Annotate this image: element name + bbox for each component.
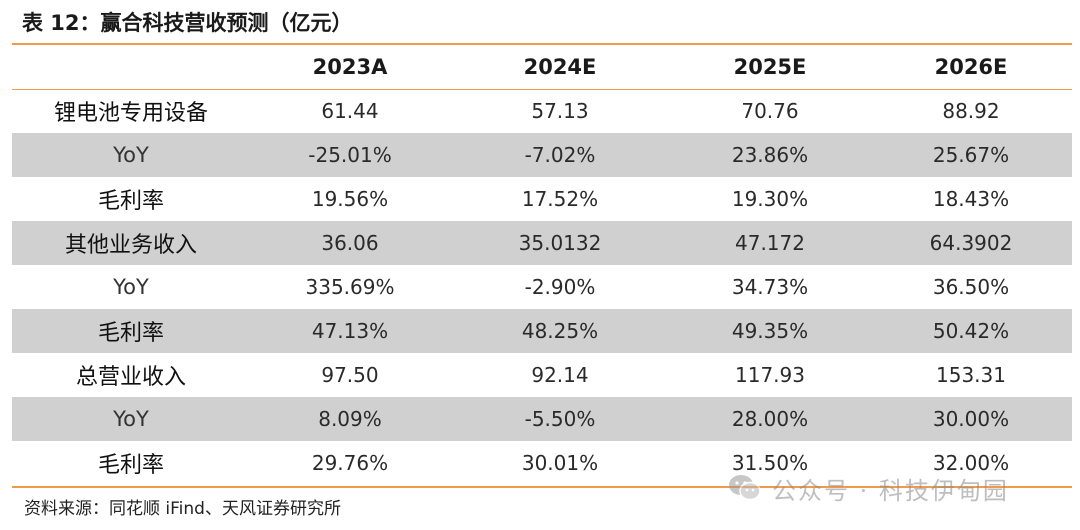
header-cell-2023a: 2023A: [312, 55, 388, 79]
table-cell: 48.25%: [521, 319, 599, 343]
table-cell: 36.50%: [932, 275, 1010, 299]
table-cell: 8.09%: [318, 407, 382, 431]
table-cell: 23.86%: [731, 143, 809, 167]
wechat-icon: [728, 473, 762, 503]
table-row: 总营业收入 97.50 92.14 117.93 153.31: [12, 353, 1072, 397]
table-cell: 49.35%: [731, 319, 809, 343]
row-label: YoY: [113, 143, 149, 167]
table-cell: 34.73%: [731, 275, 809, 299]
table-cell: 30.00%: [932, 407, 1010, 431]
header-cell-2026e: 2026E: [934, 55, 1008, 79]
table-cell: 19.30%: [731, 187, 809, 211]
table-cell: 92.14: [531, 363, 589, 387]
table-cell: 29.76%: [311, 451, 389, 475]
row-label: YoY: [113, 275, 149, 299]
table-cell: 61.44: [321, 99, 379, 123]
table-row: 毛利率 29.76% 30.01% 31.50% 32.00%: [12, 441, 1072, 485]
table-caption: 表 12：赢合科技营收预测（亿元）: [22, 11, 353, 35]
table-cell: 19.56%: [311, 187, 389, 211]
forecast-table: 2023A 2024E 2025E 2026E 锂电池专用设备 61.44 57…: [12, 45, 1072, 485]
table-row: YoY -25.01% -7.02% 23.86% 25.67%: [12, 133, 1072, 177]
table-cell: 18.43%: [932, 187, 1010, 211]
row-label: 毛利率: [97, 453, 164, 478]
table-cell: 57.13: [531, 99, 589, 123]
source-note: 资料来源：同花顺 iFind、天风证券研究所: [24, 499, 341, 519]
table-cell: 50.42%: [932, 319, 1010, 343]
watermark-text: 公众号 · 科技伊甸园: [772, 476, 1009, 505]
table-cell: 97.50: [321, 363, 379, 387]
top-rule: [12, 43, 1072, 45]
table-cell: -5.50%: [524, 407, 596, 431]
table-cell: 30.01%: [521, 451, 599, 475]
table-cell: -2.90%: [524, 275, 596, 299]
header-row: 2023A 2024E 2025E 2026E: [12, 45, 1072, 89]
table-cell: 153.31: [936, 363, 1006, 387]
table-row: 锂电池专用设备 61.44 57.13 70.76 88.92: [12, 89, 1072, 133]
table-cell: 28.00%: [731, 407, 809, 431]
table-cell: 17.52%: [521, 187, 599, 211]
table-row: 毛利率 19.56% 17.52% 19.30% 18.43%: [12, 177, 1072, 221]
table-cell: 47.13%: [311, 319, 389, 343]
row-label: 毛利率: [97, 321, 164, 346]
table-row: 其他业务收入 36.06 35.0132 47.172 64.3902: [12, 221, 1072, 265]
header-cell-2025e: 2025E: [733, 55, 807, 79]
table-cell: 117.93: [735, 363, 805, 387]
header-cell-2024e: 2024E: [523, 55, 597, 79]
table-row: 毛利率 47.13% 48.25% 49.35% 50.42%: [12, 309, 1072, 353]
bottom-rule: [12, 486, 1072, 488]
row-label: 其他业务收入: [64, 233, 197, 258]
table-cell: 88.92: [942, 99, 1000, 123]
table-row: YoY 8.09% -5.50% 28.00% 30.00%: [12, 397, 1072, 441]
table-cell: -25.01%: [308, 143, 392, 167]
row-label: 锂电池专用设备: [53, 101, 208, 126]
row-label: YoY: [113, 407, 149, 431]
table-cell: 64.3902: [929, 231, 1013, 255]
table-cell: 70.76: [741, 99, 799, 123]
table-cell: 31.50%: [731, 451, 809, 475]
table-cell: 35.0132: [518, 231, 602, 255]
header-rule: [12, 89, 1072, 90]
table-cell: 32.00%: [932, 451, 1010, 475]
table-row: YoY 335.69% -2.90% 34.73% 36.50%: [12, 265, 1072, 309]
table-cell: 47.172: [735, 231, 805, 255]
row-label: 总营业收入: [75, 365, 186, 390]
row-label: 毛利率: [97, 189, 164, 214]
table-cell: -7.02%: [524, 143, 596, 167]
table-cell: 36.06: [321, 231, 379, 255]
table-cell: 335.69%: [305, 275, 395, 299]
table-cell: 25.67%: [932, 143, 1010, 167]
watermark: 公众号 · 科技伊甸园: [728, 470, 1009, 506]
